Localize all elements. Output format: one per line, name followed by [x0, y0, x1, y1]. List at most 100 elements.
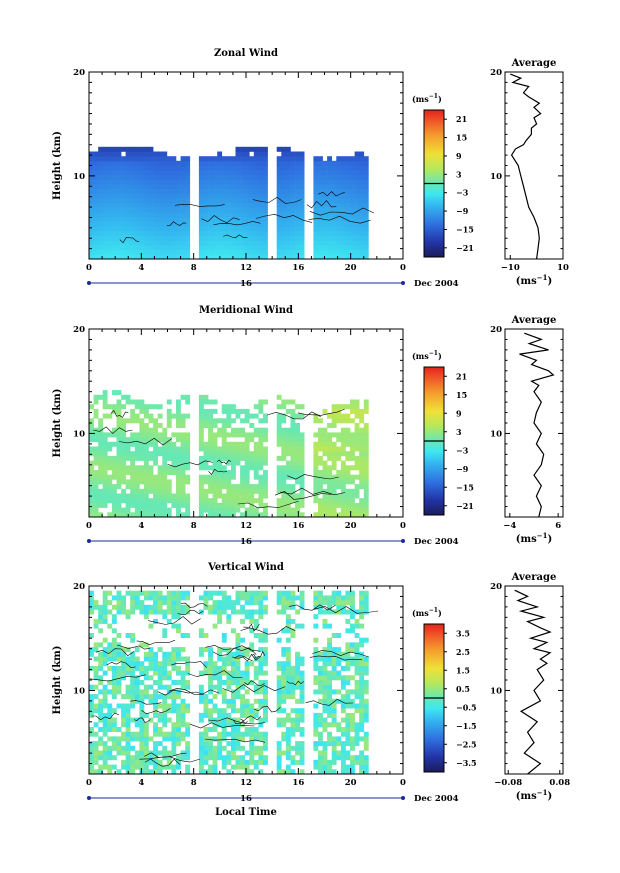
- colorbar-tick-label: −3: [456, 188, 469, 198]
- colorbar-tick-label: −21: [456, 243, 474, 253]
- x-tick-label: 0: [86, 263, 92, 273]
- average-profile: Average 10 20 −4 6(ms−1): [490, 315, 564, 545]
- colorbar-unit: (ms−1): [412, 350, 442, 361]
- colorbar-tick-label: −21: [456, 501, 474, 511]
- colorbar: (ms−1) 21 15 9 3 −3 −9 −15 −21: [412, 350, 474, 516]
- y-axis: 10 20: [73, 325, 403, 518]
- colorbar-tick-label: 9: [456, 151, 462, 161]
- avg-unit-close: ): [547, 276, 552, 287]
- y-axis: 10 20: [73, 68, 403, 260]
- contour-lines: [119, 191, 375, 244]
- colorbar-tick-label: 1.5: [456, 665, 470, 675]
- avg-y-tick-label: 10: [490, 172, 502, 182]
- avg-x-tick-label: 6: [555, 521, 561, 531]
- colorbar-tick-label: −15: [456, 224, 474, 234]
- avg-y-tick-label: 20: [490, 68, 502, 78]
- avg-x-axis-label: (ms−1): [516, 531, 552, 545]
- colorbar-tick-label: −2.5: [456, 739, 477, 749]
- avg-x-tick-label: −0.08: [494, 778, 522, 788]
- heatmap-field: [89, 590, 369, 775]
- y-tick-label: 20: [73, 68, 85, 78]
- x-tick-label: 0: [86, 521, 92, 531]
- x-tick-label: 12: [240, 521, 252, 531]
- x-tick-label: 16: [292, 778, 304, 788]
- avg-x-tick-label: 0.08: [549, 778, 570, 788]
- y-tick-label: 10: [73, 686, 85, 696]
- x-tick-label: 8: [191, 778, 197, 788]
- average-profile-line: [519, 332, 555, 518]
- colorbar-tick-label: −0.5: [456, 702, 477, 712]
- avg-x-tick-label: 10: [557, 263, 569, 273]
- colorbar-tick-label: −3: [456, 445, 469, 455]
- x-tick-label: 4: [138, 778, 144, 788]
- average-profile-line: [510, 73, 542, 260]
- avg-y-tick-label: 10: [490, 429, 502, 439]
- colorbar-tick-label: −9: [456, 206, 469, 216]
- y-tick-label: 10: [73, 172, 85, 182]
- y-axis-label: Height (km): [52, 646, 63, 715]
- date-day-label: 16: [240, 794, 252, 804]
- y-axis: 10 20: [73, 582, 403, 775]
- avg-unit: (ms: [516, 534, 537, 545]
- avg-y-tick-label: 20: [490, 582, 502, 592]
- colorbar-tick-label: −3.5: [456, 758, 477, 768]
- panel-0: Zonal Wind 10 20 Height (km) 0 4 8 12 16 20 0 16 Dec…: [52, 48, 569, 289]
- unit-sup: −1: [429, 607, 438, 614]
- date-bar-end: [401, 796, 405, 800]
- date-label: Dec 2004: [414, 794, 459, 804]
- colorbar-unit: (ms−1): [412, 607, 442, 618]
- colorbar-tick-label: 3.5: [456, 628, 470, 638]
- x-axis-label: Local Time: [215, 807, 277, 818]
- avg-unit: (ms: [516, 791, 537, 802]
- date-day-label: 16: [240, 537, 252, 547]
- avg-x-tick-label: −4: [503, 521, 516, 531]
- x-tick-label: 20: [345, 778, 357, 788]
- unit-close: ): [438, 94, 442, 104]
- avg-y-tick-label: 10: [490, 686, 502, 696]
- date-bar-start: [87, 281, 91, 285]
- unit-close: ): [438, 608, 442, 618]
- x-tick-label: 12: [240, 778, 252, 788]
- x-tick-label: 8: [191, 263, 197, 273]
- colorbar-tick-label: 3: [456, 427, 462, 437]
- colorbar-tick-label: −9: [456, 464, 469, 474]
- x-tick-label: 0: [400, 778, 406, 788]
- y-tick-label: 20: [73, 582, 85, 592]
- y-axis-label: Height (km): [52, 389, 63, 458]
- colorbar-tick-label: 0.5: [456, 684, 470, 694]
- x-tick-label: 0: [400, 521, 406, 531]
- panel-2: Vertical Wind 10 20 Height (km) 0 4 8 12 16 20 0 16…: [52, 562, 570, 818]
- panel-title: Vertical Wind: [207, 562, 284, 573]
- colorbar-tick-label: 3: [456, 169, 462, 179]
- unit-sup: −1: [429, 350, 438, 357]
- colorbar-tick-label: 21: [456, 114, 467, 124]
- unit-text: (ms: [412, 608, 429, 618]
- y-axis-label: Height (km): [52, 131, 63, 200]
- colorbar-tick-label: 15: [456, 390, 467, 400]
- date-label: Dec 2004: [414, 537, 459, 547]
- avg-unit-sup: −1: [537, 788, 548, 797]
- colorbar: (ms−1) 21 15 9 3 −3 −9 −15 −21: [412, 93, 474, 258]
- avg-unit-close: ): [547, 791, 552, 802]
- avg-x-tick-label: −10: [501, 263, 520, 273]
- date-label: Dec 2004: [414, 279, 459, 289]
- colorbar-tick-label: −1.5: [456, 721, 477, 731]
- average-title: Average: [511, 572, 557, 583]
- x-axis: 0 4 8 12 16 20 0: [86, 72, 406, 273]
- average-title: Average: [511, 315, 557, 326]
- avg-unit-close: ): [547, 534, 552, 545]
- heatmap-field: [89, 390, 369, 518]
- unit-close: ): [438, 351, 442, 361]
- average-title: Average: [511, 58, 557, 69]
- average-profile-line: [514, 589, 552, 775]
- colorbar-tick-label: 2.5: [456, 647, 470, 657]
- avg-y-tick-label: 20: [490, 325, 502, 335]
- colorbar-tick-label: −15: [456, 482, 474, 492]
- x-axis: 0 4 8 12 16 20 0: [86, 586, 406, 788]
- avg-x-axis-label: (ms−1): [516, 273, 552, 287]
- x-tick-label: 12: [240, 263, 252, 273]
- x-tick-label: 0: [400, 263, 406, 273]
- x-tick-label: 8: [191, 521, 197, 531]
